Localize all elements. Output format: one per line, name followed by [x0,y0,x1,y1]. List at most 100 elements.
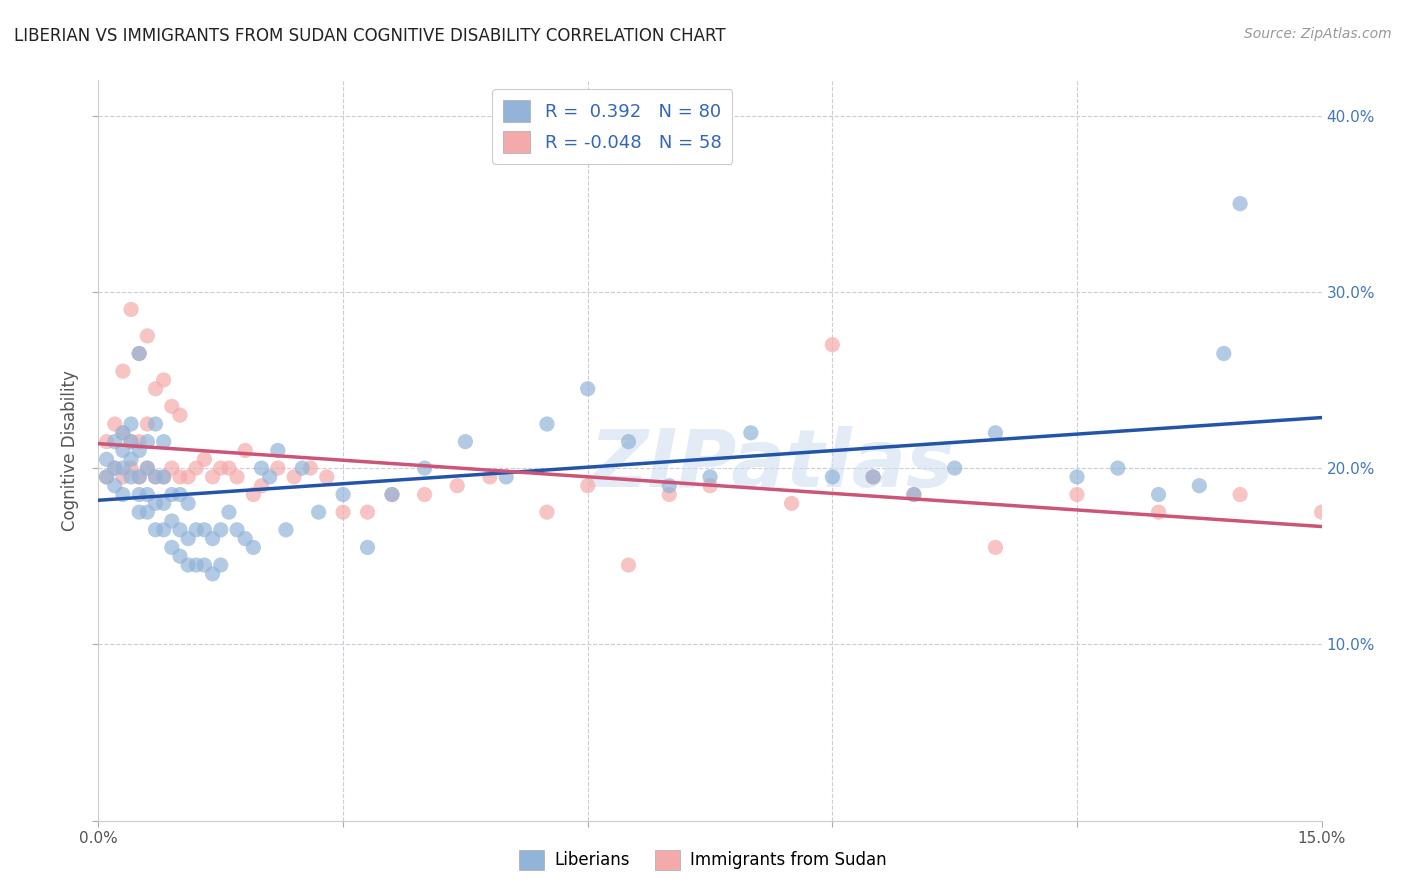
Point [209,461,232,475]
Point [332,505,354,519]
Point [136,505,159,519]
Point [267,461,290,475]
Point [274,523,297,537]
Point [111,470,134,484]
Point [862,470,884,484]
Point [160,400,183,414]
Point [209,523,232,537]
Point [740,425,762,440]
Point [120,452,142,467]
Point [984,425,1007,440]
Point [332,487,354,501]
Point [381,487,404,501]
Point [381,487,404,501]
Point [218,505,240,519]
Point [169,470,191,484]
Point [186,558,208,572]
Point [454,434,477,449]
Point [152,434,174,449]
Point [250,461,273,475]
Point [699,470,721,484]
Text: ZIPatlas: ZIPatlas [589,426,953,504]
Point [152,470,174,484]
Point [576,382,599,396]
Point [120,434,142,449]
Point [903,487,925,501]
Point [145,470,167,484]
Point [291,461,314,475]
Point [536,505,558,519]
Point [169,408,191,422]
Point [617,558,640,572]
Point [233,532,256,546]
Point [193,523,215,537]
Point [1107,461,1129,475]
Point [495,470,517,484]
Point [152,373,174,387]
Point [209,558,232,572]
Point [136,461,159,475]
Point [104,461,127,475]
Point [111,364,134,378]
Point [169,487,191,501]
Point [862,470,884,484]
Point [201,470,224,484]
Point [1229,487,1251,501]
Point [478,470,501,484]
Point [120,417,142,431]
Point [903,487,925,501]
Point [242,487,264,501]
Legend: Liberians, Immigrants from Sudan: Liberians, Immigrants from Sudan [513,843,893,877]
Point [250,479,273,493]
Point [1229,196,1251,211]
Point [617,434,640,449]
Point [96,452,118,467]
Point [160,461,183,475]
Point [104,434,127,449]
Point [1066,487,1088,501]
Point [128,487,150,501]
Point [120,461,142,475]
Point [193,452,215,467]
Point [120,302,142,317]
Point [242,541,264,555]
Point [536,417,558,431]
Point [984,541,1007,555]
Point [1147,505,1170,519]
Point [283,470,305,484]
Point [177,532,200,546]
Point [128,346,150,360]
Point [128,470,150,484]
Point [96,434,118,449]
Point [218,461,240,475]
Point [152,496,174,510]
Point [226,470,249,484]
Point [299,461,322,475]
Point [111,425,134,440]
Point [315,470,337,484]
Point [177,496,200,510]
Point [1066,470,1088,484]
Point [104,461,127,475]
Point [356,541,378,555]
Point [104,417,127,431]
Point [1310,505,1333,519]
Point [1188,479,1211,493]
Text: LIBERIAN VS IMMIGRANTS FROM SUDAN COGNITIVE DISABILITY CORRELATION CHART: LIBERIAN VS IMMIGRANTS FROM SUDAN COGNIT… [14,27,725,45]
Point [128,434,150,449]
Point [201,566,224,581]
Point [226,523,249,537]
Point [699,479,721,493]
Point [201,532,224,546]
Point [111,425,134,440]
Point [177,558,200,572]
Point [658,487,681,501]
Point [145,382,167,396]
Text: Source: ZipAtlas.com: Source: ZipAtlas.com [1244,27,1392,41]
Legend: R =  0.392   N = 80, R = -0.048   N = 58: R = 0.392 N = 80, R = -0.048 N = 58 [492,89,733,164]
Point [136,417,159,431]
Point [821,470,844,484]
Point [259,470,281,484]
Point [576,479,599,493]
Point [308,505,330,519]
